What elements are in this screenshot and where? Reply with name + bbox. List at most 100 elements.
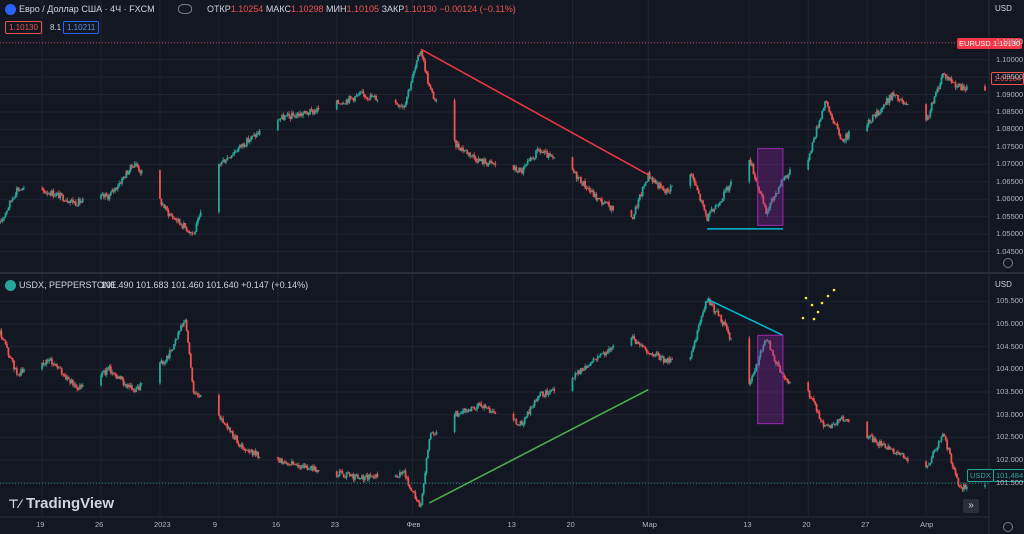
candle-body bbox=[904, 458, 906, 459]
candle-body bbox=[768, 341, 770, 342]
candle-body bbox=[727, 186, 730, 191]
candle-body bbox=[121, 376, 123, 380]
top-price-unit[interactable]: USD bbox=[995, 4, 1012, 13]
candle-body bbox=[58, 192, 60, 199]
candle-body bbox=[470, 406, 473, 412]
top-pane-title[interactable]: Евро / Доллар США · 4Ч · FXCM bbox=[19, 4, 155, 14]
candle-body bbox=[787, 174, 790, 178]
candle-body bbox=[885, 448, 888, 450]
candle-body bbox=[22, 369, 25, 373]
candle-body bbox=[434, 98, 436, 101]
candle-body bbox=[463, 150, 466, 152]
bottom-pane-title[interactable]: USDX, PEPPERSTONE bbox=[19, 280, 117, 290]
eye-icon[interactable] bbox=[178, 4, 192, 14]
candle-body bbox=[516, 424, 519, 426]
settings-icon[interactable] bbox=[1003, 522, 1013, 532]
candle-body bbox=[866, 125, 869, 132]
candle-body bbox=[456, 411, 459, 417]
candle-body bbox=[704, 210, 707, 215]
candle-body bbox=[606, 202, 609, 203]
chevron-right-icon[interactable]: » bbox=[963, 499, 979, 513]
usdx-symbol-tag: USDX bbox=[967, 469, 994, 482]
candle-body bbox=[8, 355, 11, 358]
time-tick-label: Фев bbox=[406, 520, 421, 529]
settings-icon[interactable] bbox=[1003, 258, 1013, 268]
candle-body bbox=[584, 366, 587, 371]
candle-body bbox=[132, 166, 135, 168]
candle-body bbox=[964, 88, 967, 91]
candle-body bbox=[6, 344, 8, 348]
candle-body bbox=[815, 126, 818, 137]
candle-body bbox=[709, 298, 711, 306]
candle-body bbox=[229, 427, 232, 432]
candle-body bbox=[636, 206, 638, 208]
candle-body bbox=[109, 366, 112, 374]
candle-body bbox=[414, 492, 417, 499]
candle-body bbox=[366, 97, 369, 100]
drawing-annotations[interactable] bbox=[0, 42, 989, 504]
candle-body bbox=[432, 91, 435, 99]
price-tick-label: 1.05500 bbox=[996, 211, 1024, 221]
candle-body bbox=[880, 109, 883, 114]
candle-body bbox=[951, 463, 954, 468]
candle-body bbox=[905, 458, 908, 460]
candle-body bbox=[537, 395, 540, 399]
candle-body bbox=[51, 190, 53, 196]
candle-body bbox=[285, 115, 288, 117]
candle-body bbox=[140, 170, 143, 174]
candle-body bbox=[415, 498, 418, 501]
candle-body bbox=[888, 95, 891, 103]
candle-body bbox=[376, 100, 379, 101]
candle-body bbox=[518, 424, 521, 426]
candle-body bbox=[241, 444, 244, 449]
candle-body bbox=[282, 461, 285, 464]
candle-body bbox=[470, 155, 473, 157]
candle-body bbox=[192, 233, 195, 235]
candle-body bbox=[881, 443, 884, 446]
candle-body bbox=[953, 82, 956, 83]
candle-body bbox=[523, 165, 526, 168]
candle-body bbox=[845, 133, 847, 141]
candle-body bbox=[895, 94, 898, 96]
candle-body bbox=[638, 194, 641, 200]
price-tick-label: 1.06000 bbox=[996, 194, 1024, 204]
candle-body bbox=[62, 373, 65, 375]
candle-body bbox=[553, 157, 556, 158]
candle-body bbox=[317, 108, 320, 110]
candle-body bbox=[361, 91, 363, 93]
candle-body bbox=[309, 468, 311, 470]
candle-body bbox=[772, 351, 775, 356]
candle-body bbox=[340, 470, 342, 472]
candle-body bbox=[129, 164, 132, 171]
candle-body bbox=[643, 186, 645, 188]
candle-body bbox=[598, 356, 601, 357]
candle-body bbox=[303, 464, 306, 468]
candle-body bbox=[369, 94, 372, 100]
candle-body bbox=[62, 194, 65, 201]
candle-body bbox=[766, 340, 769, 342]
candle-body bbox=[943, 73, 946, 74]
candle-body bbox=[631, 335, 634, 338]
buy-button[interactable]: 1.10211 bbox=[63, 21, 100, 34]
candle-body bbox=[422, 57, 425, 61]
candle-body bbox=[65, 375, 67, 380]
candle-body bbox=[878, 113, 881, 115]
candle-body bbox=[396, 475, 398, 478]
candle-body bbox=[422, 483, 425, 494]
sell-button[interactable]: 1.10130 bbox=[5, 21, 42, 34]
bottom-price-unit[interactable]: USD bbox=[995, 280, 1012, 289]
candle-body bbox=[773, 355, 776, 362]
candle-body bbox=[537, 148, 540, 150]
candle-body bbox=[237, 147, 240, 152]
candle-body bbox=[819, 418, 822, 421]
candle-body bbox=[115, 187, 118, 190]
candle-body bbox=[48, 359, 51, 362]
candle-body bbox=[714, 205, 717, 210]
candle-body bbox=[100, 375, 102, 386]
tradingview-logo[interactable]: ⊤⁄ TradingView bbox=[8, 495, 114, 512]
candle-body bbox=[481, 406, 484, 409]
candle-body bbox=[523, 417, 526, 424]
candle-body bbox=[255, 133, 258, 137]
candle-body bbox=[937, 441, 940, 448]
